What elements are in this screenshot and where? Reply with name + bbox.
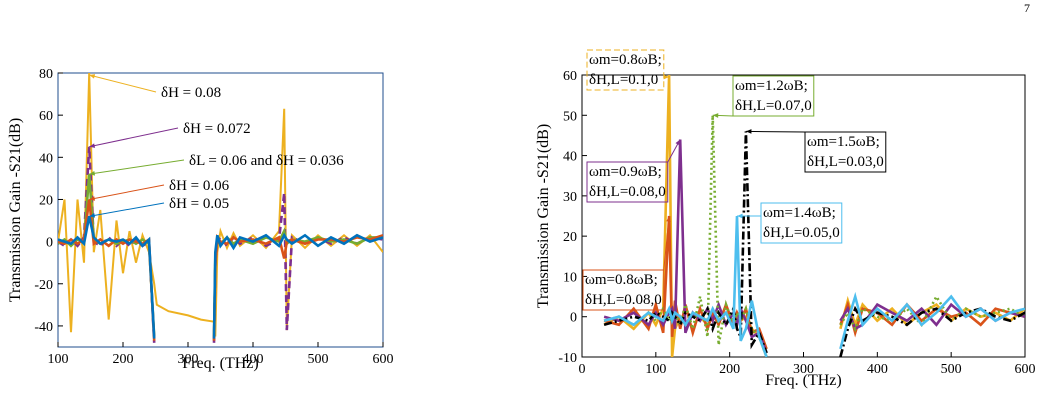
annotation-text: δH = 0.06 [169, 178, 230, 194]
chart: 100 200 300 400 500 600 -40 -20 0 20 40 60 80 Freq. (… [7, 67, 394, 372]
x-tick-label: 200 [113, 352, 134, 367]
y-axis-label: Transmission Gain -S21(dB) [535, 124, 552, 308]
y-tick-label: -10 [558, 351, 577, 366]
x-tick-label: 0 [579, 362, 586, 377]
chart: 0 100 200 300 400 500 600-100102030405060Freq.… [535, 49, 1036, 389]
annotation-box [732, 75, 815, 117]
annotation-arrow [89, 74, 157, 93]
y-tick-label: 50 [563, 109, 577, 124]
annotation-text: ωm=0.8ωB; [589, 52, 662, 68]
x-tick-label: 400 [243, 352, 264, 367]
y-tick-label: 10 [563, 270, 577, 285]
annotation-arrow [745, 130, 806, 133]
annotation-text: δH,L=0.07,0 [735, 98, 812, 114]
series-group [603, 75, 1025, 357]
annotation-text: δH = 0.05 [169, 196, 229, 212]
arrow-head [675, 139, 681, 146]
x-tick-label: 300 [793, 362, 814, 377]
x-axis-label: Freq. (THz) [182, 355, 258, 372]
annotation-text: δL = 0.06 and δH = 0.036 [189, 153, 344, 169]
y-tick-label: 20 [39, 193, 53, 208]
x-tick-label: 300 [178, 352, 199, 367]
annotation-text: δH,L=0.08,0 [585, 292, 662, 308]
arrow-head [737, 213, 743, 219]
annotation: δH = 0.05 [89, 196, 229, 218]
y-tick-label: -20 [34, 278, 53, 293]
annotation-box [760, 202, 843, 244]
arrow-head [89, 196, 96, 201]
annotation-text: ωm=1.2ωB; [735, 78, 808, 94]
annotation: ωm=0.8ωB; δH,L=0.1,0 [586, 49, 670, 91]
series-line [603, 215, 1025, 357]
y-axis-label: Transmission Gain -S21(dB) [7, 118, 24, 302]
annotation-box [804, 131, 887, 173]
x-axis-label: Freq. (THz) [765, 372, 841, 389]
annotation-arrow [89, 159, 185, 175]
x-tick-label: 100 [645, 362, 666, 377]
annotation-arrow [89, 127, 179, 148]
arrow-head [89, 74, 96, 79]
x-tick-label: 600 [373, 352, 394, 367]
page-number: 7 [1024, 1, 1030, 15]
annotation-text: δH = 0.08 [161, 85, 221, 101]
x-tick-label: 500 [941, 362, 962, 377]
plot-area [57, 72, 384, 348]
y-tick-label: 20 [563, 230, 577, 245]
annotation-text: δH,L=0.03,0 [807, 154, 884, 170]
arrow-head [89, 213, 96, 218]
y-tick-label: 40 [39, 151, 53, 166]
annotation-text: δH = 0.072 [183, 121, 251, 137]
annotation: δH = 0.08 [89, 74, 221, 101]
arrow-head [89, 143, 96, 148]
annotation: δH = 0.06 [89, 178, 230, 201]
annotation-text: δH,L=0.05,0 [763, 225, 840, 241]
annotation: ωm=1.2ωB; δH,L=0.07,0 [712, 75, 815, 118]
arrow-head [89, 171, 96, 176]
arrow-head [663, 74, 670, 80]
annotation-text: ωm=1.5ωB; [807, 134, 880, 150]
annotation-text: ωm=0.8ωB; [585, 272, 658, 288]
annotation-box [586, 49, 665, 91]
annotation-text: δH,L=0.08,0 [589, 184, 666, 200]
annotation-box [582, 269, 665, 311]
series-group [58, 73, 383, 343]
annotation-arrow [89, 184, 165, 200]
annotation-arrow [663, 215, 670, 271]
annotation: ωm=1.4ωB; δH,L=0.05,0 [737, 202, 843, 244]
x-tick-label: 600 [1015, 362, 1036, 377]
annotation: δL = 0.06 and δH = 0.036 [89, 153, 344, 176]
annotation-text: ωm=0.9ωB; [589, 164, 662, 180]
arrow-head [666, 216, 671, 222]
y-tick-label: 40 [563, 150, 577, 165]
annotation-text: δH,L=0.1,0 [589, 72, 658, 88]
y-tick-label: -40 [34, 320, 53, 335]
y-tick-label: 80 [39, 67, 53, 82]
arrow-head [712, 113, 719, 118]
x-tick-label: 400 [867, 362, 888, 377]
arrow-head [745, 129, 752, 134]
series-line [603, 131, 1025, 357]
annotation: ωm=0.8ωB; δH,L=0.08,0 [582, 215, 671, 311]
annotation: ωm=1.5ωB; δH,L=0.03,0 [745, 129, 887, 173]
x-tick-label: 200 [719, 362, 740, 377]
y-tick-label: 60 [563, 69, 577, 84]
annotation-text: ωm=1.4ωB; [763, 205, 836, 221]
y-tick-label: 0 [46, 236, 53, 251]
annotation-arrow [89, 202, 165, 217]
annotation-box [586, 161, 669, 203]
y-tick-label: 0 [570, 311, 577, 326]
series-line [58, 216, 383, 339]
x-tick-label: 500 [308, 352, 329, 367]
annotation: δH = 0.072 [89, 121, 251, 148]
annotation: ωm=0.9ωB; δH,L=0.08,0 [586, 139, 681, 203]
x-tick-label: 100 [48, 352, 69, 367]
y-tick-label: 30 [563, 190, 577, 205]
y-tick-label: 60 [39, 109, 53, 124]
